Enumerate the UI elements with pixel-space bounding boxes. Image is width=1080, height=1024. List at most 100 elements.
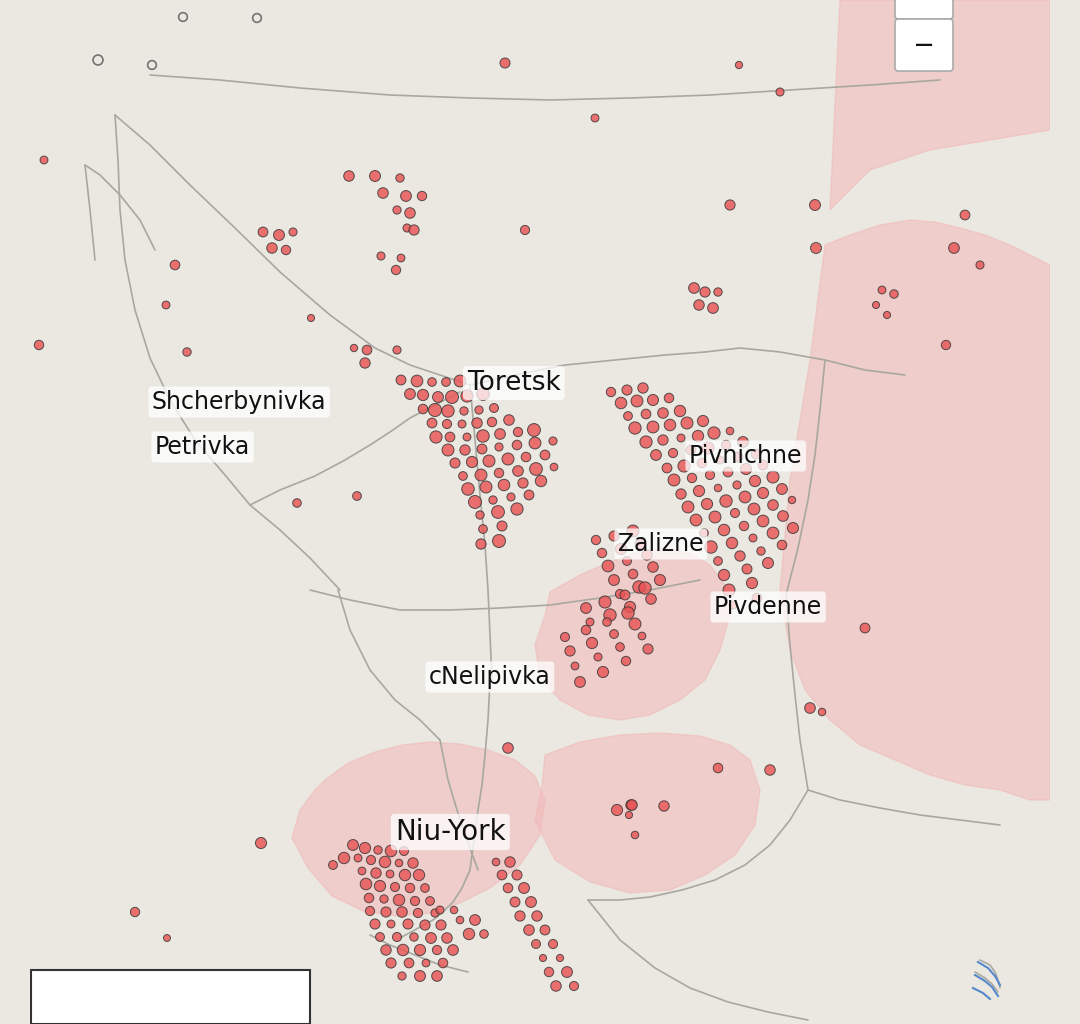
Point [548,978,565,994]
Point [957,207,974,223]
FancyBboxPatch shape [895,0,953,19]
Point [126,904,144,921]
Point [619,382,636,398]
Point [159,930,176,946]
Point [719,464,737,480]
Point [645,559,662,575]
Point [638,547,656,563]
Text: Pivnichne: Pivnichne [689,444,802,468]
Point [346,340,363,356]
Point [774,508,792,524]
Text: Zalizne: Zalizne [618,532,704,556]
Point [606,571,623,588]
Point [510,424,527,440]
Point [494,518,511,535]
Point [467,911,484,928]
Point [415,387,432,403]
Point [402,386,419,402]
Point [501,854,518,870]
Point [490,532,508,549]
Point [637,406,654,422]
Point [724,535,741,551]
Point [727,505,744,521]
Point [878,307,895,324]
Point [372,929,389,945]
Point [459,481,476,498]
Point [612,541,630,557]
Point [402,880,419,896]
Point [631,579,648,595]
Point [489,504,507,520]
Point [620,807,637,823]
Point [509,501,526,517]
Point [710,284,727,300]
Point [544,433,562,450]
Point [721,197,739,213]
Point [253,835,270,851]
Point [753,543,770,559]
Point [402,205,419,221]
Point [255,224,272,241]
Point [395,843,413,859]
Point [490,465,508,481]
Point [578,622,595,638]
Point [400,915,417,932]
Point [472,536,489,552]
Point [484,492,501,508]
Point [389,202,406,218]
Point [588,531,605,548]
Point [702,539,719,555]
Point [507,894,524,910]
Point [678,415,696,431]
Point [626,420,644,436]
Point [438,416,456,432]
Point [302,310,320,327]
FancyBboxPatch shape [31,970,310,1024]
Point [458,388,475,404]
Point [618,653,635,670]
Polygon shape [292,742,545,916]
Point [521,486,538,503]
Point [684,470,701,486]
Point [456,402,473,419]
Point [693,455,711,471]
Point [496,477,513,494]
Point [754,457,771,473]
Point [602,607,619,624]
Point [353,863,370,880]
Point [361,890,378,906]
Point [437,374,455,390]
Point [730,56,747,73]
Point [523,894,540,910]
Point [377,904,394,921]
Point [701,467,718,483]
Point [706,509,724,525]
Point [700,440,717,457]
Text: Toretsk: Toretsk [467,370,561,396]
Point [497,55,514,72]
Point [619,408,636,424]
Point [366,915,383,932]
Point [729,449,746,465]
Point [359,342,376,358]
Point [427,905,444,922]
Point [527,461,544,477]
Point [745,501,762,517]
Point [945,240,962,256]
Point [460,926,477,942]
Point [376,854,393,870]
Point [675,458,692,474]
Point [937,337,955,353]
Point [174,9,191,26]
Point [514,475,531,492]
Point [366,168,383,184]
Point [357,876,375,892]
Point [430,389,447,406]
Point [390,855,407,871]
Point [373,248,390,264]
Point [427,401,444,418]
Point [369,842,387,858]
Point [759,555,777,571]
Text: Niu-York: Niu-York [395,818,505,846]
Point [144,56,161,73]
